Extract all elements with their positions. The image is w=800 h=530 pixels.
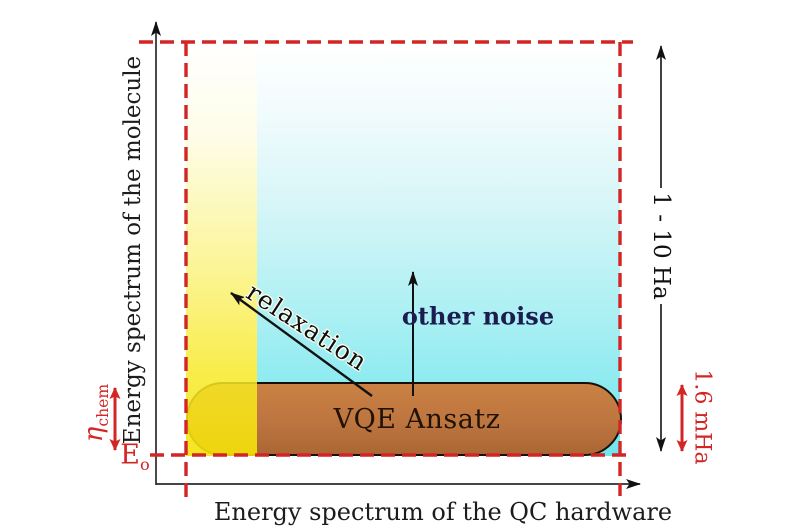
ground-energy-symbol: E (120, 439, 140, 471)
ground-energy-subscript: o (139, 454, 150, 474)
ground-energy-label: Eo (120, 439, 150, 474)
eta-symbol: η (79, 426, 109, 443)
other-noise-label: other noise (401, 301, 555, 331)
eta-chem-label: ηchem (79, 383, 113, 443)
vqe-ansatz-label: VQE Ansatz (333, 403, 501, 435)
low-energy-region (186, 42, 257, 456)
x-axis-label: Energy spectrum of the QC hardware (213, 498, 673, 526)
y-axis-label: Energy spectrum of the molecule (120, 55, 146, 445)
energy-range-label: 1 - 10 Ha (648, 192, 674, 300)
vqe-ansatz-capsule: VQE Ansatz (186, 382, 622, 456)
chemical-accuracy-label: 1.6 mHa (689, 369, 715, 465)
eta-subscript: chem (94, 383, 113, 427)
relaxation-arrow (230, 292, 373, 397)
